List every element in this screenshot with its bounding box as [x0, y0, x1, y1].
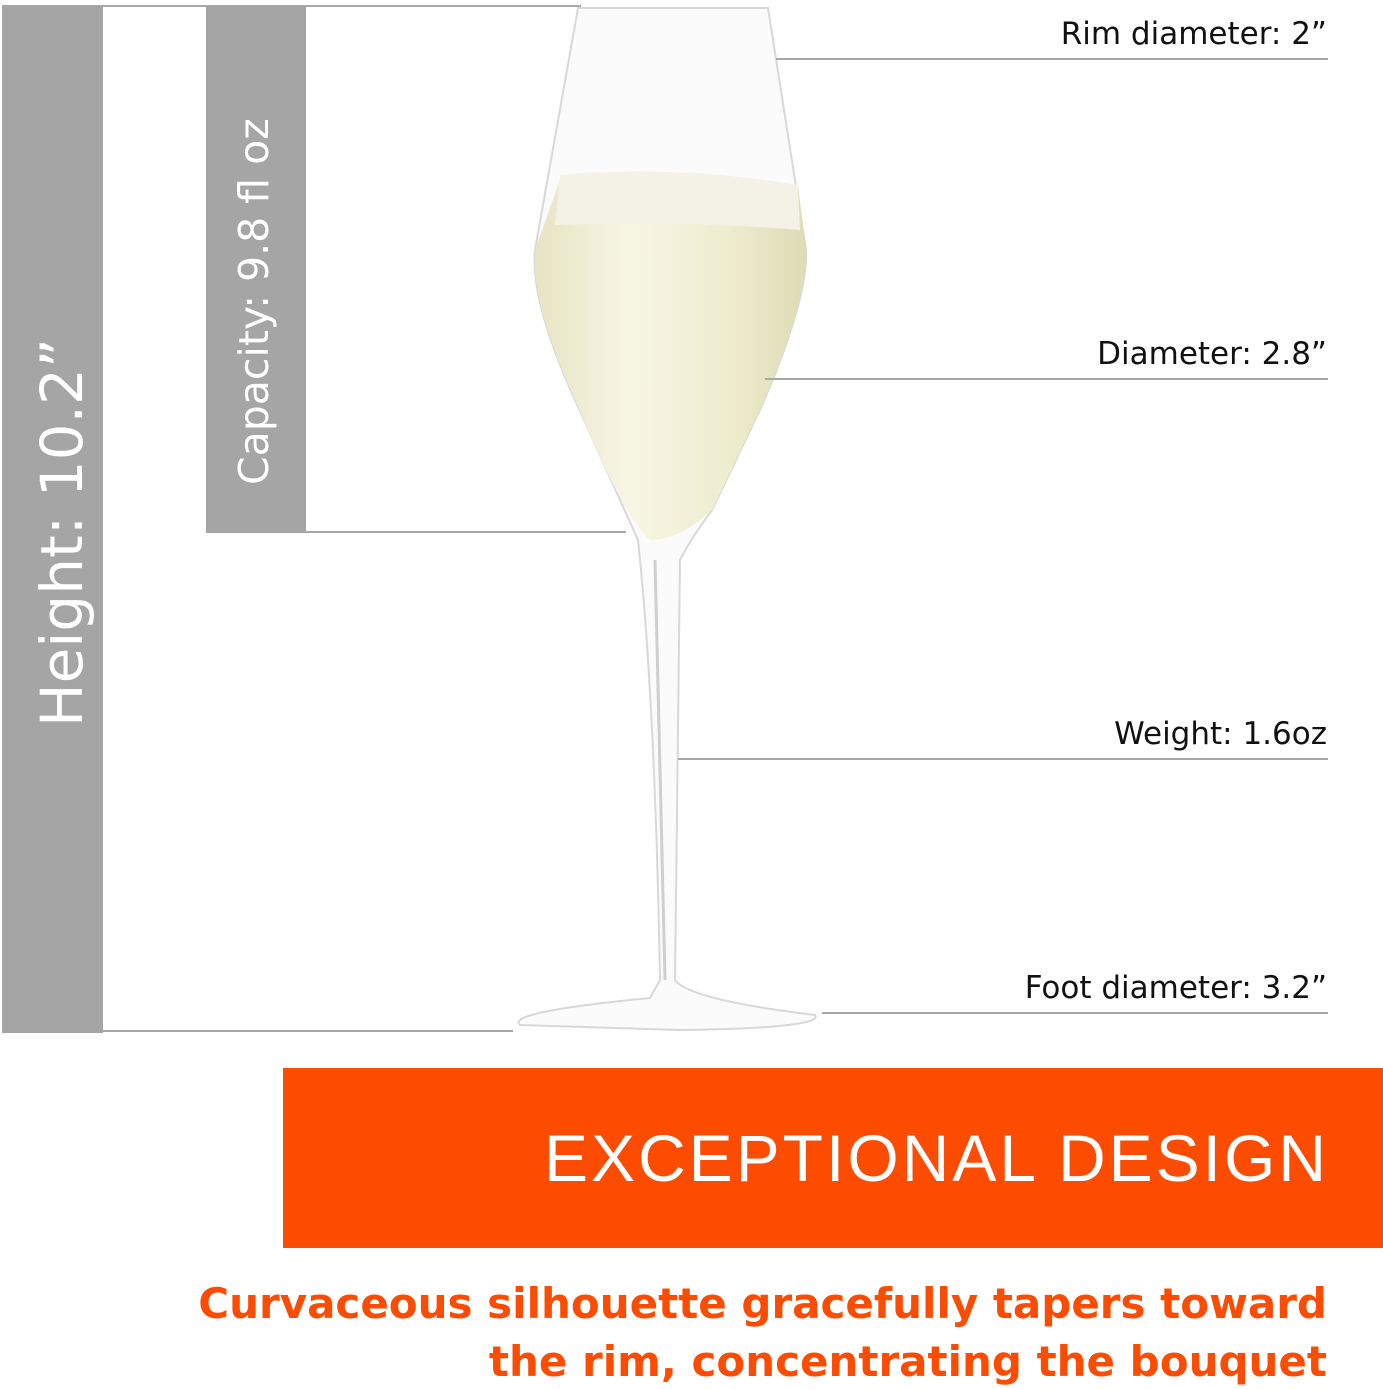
- banner: EXCEPTIONAL DESIGN: [283, 1068, 1383, 1248]
- capacity-bottom-line: [306, 531, 626, 533]
- weight-label: Weight: 1.6oz: [1114, 716, 1327, 752]
- banner-title: EXCEPTIONAL DESIGN: [543, 1121, 1329, 1195]
- height-bottom-line: [103, 1030, 513, 1032]
- tagline-line-1: Curvaceous silhouette gracefully tapers …: [198, 1279, 1327, 1328]
- weight-line: [678, 758, 1328, 760]
- rim-diameter-label: Rim diameter: 2”: [1060, 16, 1327, 52]
- tagline: Curvaceous silhouette gracefully tapers …: [198, 1275, 1327, 1389]
- foot-diameter-label: Foot diameter: 3.2”: [1024, 970, 1327, 1006]
- rim-diameter-line: [776, 58, 1328, 60]
- champagne-glass-image: [517, 7, 817, 1032]
- diameter-label: Diameter: 2.8”: [1097, 336, 1327, 372]
- height-top-line: [103, 5, 581, 7]
- tagline-line-2: the rim, concentrating the bouquet: [488, 1337, 1327, 1386]
- height-bar: Height: 10.2”: [2, 5, 103, 1033]
- diameter-line: [765, 378, 1328, 380]
- capacity-bar: Capacity: 9.8 fl oz: [206, 7, 306, 533]
- foot-diameter-line: [822, 1012, 1328, 1014]
